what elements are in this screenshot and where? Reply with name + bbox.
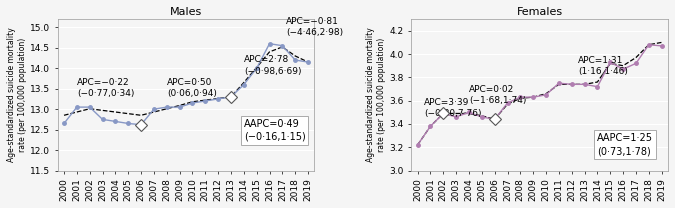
Title: Males: Males [170,7,202,17]
Text: AAPC=0·49
(−0·16,1·15): AAPC=0·49 (−0·16,1·15) [244,119,306,142]
Text: APC=2·78
(−0·98,6·69): APC=2·78 (−0·98,6·69) [244,56,301,76]
Text: APC=3·39
(−0·80,7·76): APC=3·39 (−0·80,7·76) [424,98,481,118]
Y-axis label: Age-standardized suicide mortality
rate (per 100,000 population): Age-standardized suicide mortality rate … [7,27,27,162]
Text: APC=−0·81
(−4·46,2·98): APC=−0·81 (−4·46,2·98) [286,17,344,37]
Title: Females: Females [516,7,563,17]
Text: APC=0·50
(0·06,0·94): APC=0·50 (0·06,0·94) [167,78,217,98]
Text: AAPC=1·25
(0·73,1·78): AAPC=1·25 (0·73,1·78) [597,133,653,157]
Text: APC=−0·22
(−0·77,0·34): APC=−0·22 (−0·77,0·34) [77,78,134,98]
Text: APC=0·02
(−1·68,1·74): APC=0·02 (−1·68,1·74) [469,85,526,105]
Y-axis label: Age-standardized suicide mortality
rate (per 100,000 population): Age-standardized suicide mortality rate … [367,27,386,162]
Text: APC=1·31
(1·16,1·46): APC=1·31 (1·16,1·46) [578,56,628,76]
